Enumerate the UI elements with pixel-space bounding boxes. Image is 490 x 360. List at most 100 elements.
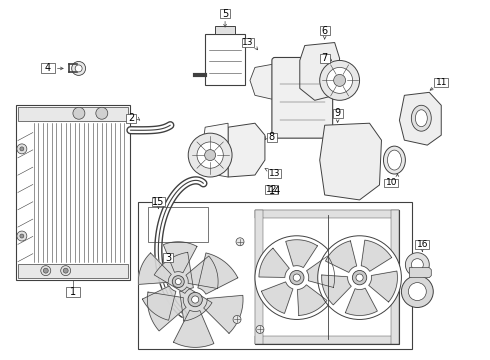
Bar (18, 264, 128, 278)
Text: 9: 9 (335, 108, 341, 118)
Text: 11: 11 (436, 78, 447, 87)
Polygon shape (186, 256, 218, 288)
Circle shape (17, 231, 27, 241)
Circle shape (73, 107, 85, 119)
Polygon shape (300, 42, 340, 100)
Bar (255, 210, 399, 345)
Polygon shape (202, 123, 228, 177)
Bar (434, 78, 448, 87)
Text: 7: 7 (321, 54, 328, 63)
Bar (242, 38, 254, 47)
Circle shape (319, 60, 360, 100)
Circle shape (233, 315, 241, 323)
Ellipse shape (388, 150, 401, 170)
Text: 16: 16 (416, 240, 428, 249)
Polygon shape (399, 92, 441, 145)
Text: 12: 12 (266, 185, 277, 194)
Ellipse shape (416, 110, 427, 127)
Bar (255, 336, 399, 345)
Polygon shape (180, 287, 212, 321)
Circle shape (43, 268, 48, 273)
Text: 15: 15 (152, 197, 165, 207)
Circle shape (236, 238, 244, 246)
Text: 4: 4 (45, 63, 51, 73)
Circle shape (334, 75, 345, 86)
Circle shape (175, 279, 181, 285)
Circle shape (63, 268, 68, 273)
Polygon shape (322, 275, 351, 305)
Circle shape (405, 253, 429, 276)
Bar (333, 109, 343, 118)
Polygon shape (204, 295, 243, 333)
Text: 5: 5 (222, 9, 228, 19)
Text: 10: 10 (386, 179, 397, 188)
Polygon shape (173, 310, 214, 347)
Text: 3: 3 (165, 253, 172, 263)
Circle shape (356, 274, 363, 281)
Bar (392, 210, 399, 345)
Text: 1: 1 (70, 287, 76, 297)
Bar (255, 210, 263, 345)
Polygon shape (409, 268, 431, 278)
Polygon shape (361, 240, 392, 271)
Bar (269, 168, 281, 177)
Circle shape (255, 236, 339, 319)
Polygon shape (259, 248, 289, 278)
Circle shape (290, 270, 304, 285)
Circle shape (192, 296, 199, 303)
Text: 2: 2 (128, 113, 135, 123)
Circle shape (327, 67, 353, 93)
Circle shape (352, 270, 367, 285)
Bar (319, 26, 330, 35)
Circle shape (188, 133, 232, 177)
Polygon shape (147, 292, 186, 331)
Circle shape (293, 274, 300, 281)
Bar (215, 26, 235, 33)
Polygon shape (138, 253, 171, 284)
Circle shape (256, 325, 264, 333)
Polygon shape (368, 271, 397, 302)
Circle shape (188, 292, 202, 307)
Polygon shape (143, 286, 176, 320)
Circle shape (75, 65, 82, 72)
Circle shape (41, 266, 51, 276)
Bar (16, 105, 130, 280)
Ellipse shape (412, 105, 431, 131)
Polygon shape (286, 240, 318, 267)
Text: 6: 6 (321, 26, 328, 36)
Circle shape (72, 62, 86, 75)
Circle shape (17, 144, 27, 154)
Bar (205, 33, 245, 85)
Circle shape (172, 276, 184, 288)
Bar (319, 54, 330, 63)
Bar (416, 240, 429, 249)
Bar (126, 114, 136, 123)
Circle shape (197, 142, 223, 168)
Circle shape (20, 147, 24, 151)
Polygon shape (163, 242, 197, 273)
Bar (220, 9, 230, 18)
Text: 8: 8 (269, 132, 275, 142)
Text: 14: 14 (270, 186, 282, 196)
Ellipse shape (384, 146, 405, 174)
Text: 13: 13 (269, 168, 281, 177)
Circle shape (412, 259, 423, 271)
Polygon shape (154, 252, 194, 293)
Polygon shape (250, 63, 285, 100)
Polygon shape (228, 123, 265, 177)
Bar (266, 185, 278, 194)
Circle shape (408, 283, 426, 301)
Circle shape (318, 236, 401, 319)
Bar (255, 210, 399, 218)
FancyBboxPatch shape (272, 58, 333, 138)
Bar (385, 179, 398, 188)
Bar (41, 63, 55, 73)
Polygon shape (307, 256, 335, 287)
Text: 13: 13 (242, 38, 254, 47)
Bar (18, 107, 128, 121)
Polygon shape (319, 123, 382, 200)
Polygon shape (198, 253, 238, 294)
Polygon shape (262, 282, 293, 314)
Bar (163, 253, 173, 262)
Bar (152, 197, 165, 206)
